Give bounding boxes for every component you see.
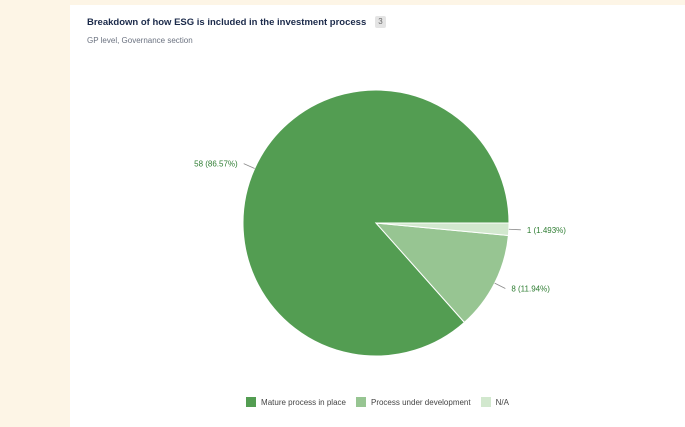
legend-label: N/A: [495, 397, 509, 407]
count-badge: 3: [375, 16, 386, 28]
legend-swatch: [246, 397, 257, 407]
chart-card: Breakdown of how ESG is included in the …: [70, 5, 685, 427]
legend-item[interactable]: N/A: [480, 397, 509, 407]
legend-swatch: [480, 397, 491, 407]
legend-label: Mature process in place: [261, 397, 346, 407]
data-label: 58 (86.57%): [194, 160, 238, 169]
legend-item[interactable]: Process under development: [355, 397, 471, 407]
chart-subtitle: GP level, Governance section: [87, 36, 193, 45]
legend-label: Process under development: [370, 397, 471, 407]
label-leader-line: [494, 282, 506, 289]
chart-header: Breakdown of how ESG is included in the …: [87, 16, 386, 28]
chart-legend: Mature process in place Process under dev…: [70, 397, 685, 407]
label-leader-line: [508, 228, 521, 231]
pie-slice-process-under-development[interactable]: [374, 222, 509, 324]
label-leader-line: [243, 163, 255, 169]
data-label: 8 (11.94%): [511, 285, 550, 294]
legend-swatch: [355, 397, 366, 407]
legend-item[interactable]: Mature process in place: [246, 397, 346, 407]
chart-title: Breakdown of how ESG is included in the …: [87, 16, 367, 28]
data-label: 1 (1.493%): [527, 226, 566, 235]
pie-chart: 58 (86.57%) 8 (11.94%) 1 (1.493%): [194, 89, 566, 357]
